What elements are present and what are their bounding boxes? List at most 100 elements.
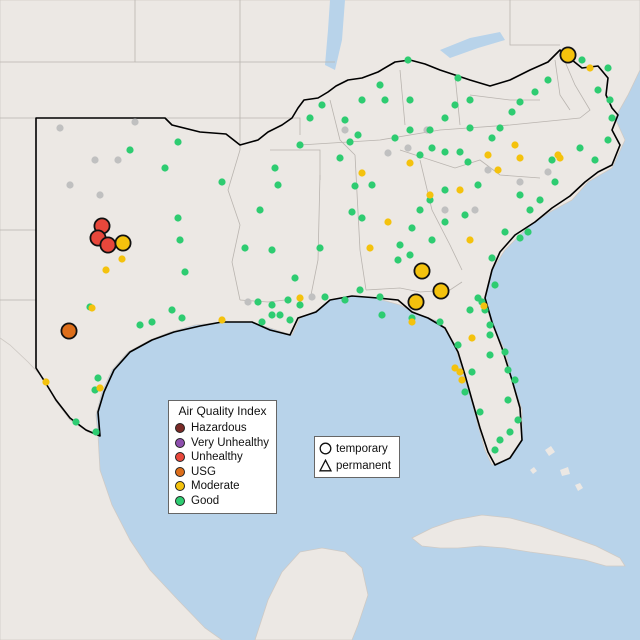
monitor-site-marker[interactable]	[456, 368, 464, 376]
monitor-site-marker[interactable]	[458, 376, 466, 384]
monitor-site-marker[interactable]	[511, 141, 519, 149]
monitor-site-marker[interactable]	[464, 158, 472, 166]
monitor-site-marker[interactable]	[176, 236, 184, 244]
monitor-site-marker[interactable]	[461, 211, 469, 219]
monitor-site-marker[interactable]	[428, 236, 436, 244]
monitor-site-marker[interactable]	[426, 126, 434, 134]
monitor-site-marker[interactable]	[404, 56, 412, 64]
monitor-site-marker[interactable]	[441, 148, 449, 156]
monitor-site-marker[interactable]	[486, 331, 494, 339]
monitor-site-marker[interactable]	[486, 321, 494, 329]
monitor-site-marker[interactable]	[404, 144, 412, 152]
monitor-site-marker[interactable]	[394, 256, 402, 264]
monitor-site-marker[interactable]	[508, 108, 516, 116]
monitor-site-marker[interactable]	[358, 96, 366, 104]
monitor-site-marker[interactable]	[408, 318, 416, 326]
monitor-site-marker[interactable]	[576, 144, 584, 152]
monitor-site-marker[interactable]	[384, 218, 392, 226]
monitor-site-marker[interactable]	[378, 311, 386, 319]
monitor-site-marker[interactable]	[114, 156, 122, 164]
monitor-site-marker[interactable]	[486, 351, 494, 359]
monitor-site-marker[interactable]	[451, 364, 459, 372]
temporary-site-marker[interactable]	[407, 293, 425, 311]
monitor-site-marker[interactable]	[436, 318, 444, 326]
monitor-site-marker[interactable]	[406, 126, 414, 134]
monitor-site-marker[interactable]	[161, 164, 169, 172]
monitor-site-marker[interactable]	[254, 298, 262, 306]
monitor-site-marker[interactable]	[604, 64, 612, 72]
monitor-site-marker[interactable]	[501, 348, 509, 356]
monitor-site-marker[interactable]	[308, 293, 316, 301]
monitor-site-marker[interactable]	[428, 144, 436, 152]
monitor-site-marker[interactable]	[466, 306, 474, 314]
monitor-site-marker[interactable]	[42, 378, 50, 386]
monitor-site-marker[interactable]	[174, 138, 182, 146]
monitor-site-marker[interactable]	[461, 388, 469, 396]
monitor-site-marker[interactable]	[466, 124, 474, 132]
monitor-site-marker[interactable]	[346, 138, 354, 146]
monitor-site-marker[interactable]	[92, 428, 100, 436]
monitor-site-marker[interactable]	[578, 56, 586, 64]
monitor-site-marker[interactable]	[501, 228, 509, 236]
monitor-site-marker[interactable]	[348, 208, 356, 216]
monitor-site-marker[interactable]	[258, 318, 266, 326]
monitor-site-marker[interactable]	[321, 293, 329, 301]
monitor-site-marker[interactable]	[341, 116, 349, 124]
monitor-site-marker[interactable]	[491, 446, 499, 454]
monitor-site-marker[interactable]	[118, 255, 126, 263]
monitor-site-marker[interactable]	[318, 101, 326, 109]
monitor-site-marker[interactable]	[506, 428, 514, 436]
monitor-site-marker[interactable]	[244, 298, 252, 306]
monitor-site-marker[interactable]	[376, 81, 384, 89]
monitor-site-marker[interactable]	[131, 118, 139, 126]
monitor-site-marker[interactable]	[491, 281, 499, 289]
monitor-site-marker[interactable]	[604, 136, 612, 144]
monitor-site-marker[interactable]	[454, 74, 462, 82]
monitor-site-marker[interactable]	[296, 294, 304, 302]
monitor-site-marker[interactable]	[384, 149, 392, 157]
monitor-site-marker[interactable]	[544, 168, 552, 176]
monitor-site-marker[interactable]	[306, 114, 314, 122]
monitor-site-marker[interactable]	[484, 151, 492, 159]
monitor-site-marker[interactable]	[468, 334, 476, 342]
monitor-site-marker[interactable]	[504, 396, 512, 404]
monitor-site-marker[interactable]	[136, 321, 144, 329]
monitor-site-marker[interactable]	[406, 96, 414, 104]
monitor-site-marker[interactable]	[608, 114, 616, 122]
monitor-site-marker[interactable]	[606, 96, 614, 104]
monitor-site-marker[interactable]	[488, 254, 496, 262]
monitor-site-marker[interactable]	[174, 214, 182, 222]
monitor-site-marker[interactable]	[426, 196, 434, 204]
monitor-site-marker[interactable]	[354, 131, 362, 139]
monitor-site-marker[interactable]	[296, 141, 304, 149]
monitor-site-marker[interactable]	[544, 76, 552, 84]
monitor-site-marker[interactable]	[168, 306, 176, 314]
monitor-site-marker[interactable]	[548, 156, 556, 164]
monitor-site-marker[interactable]	[441, 186, 449, 194]
monitor-site-marker[interactable]	[516, 98, 524, 106]
monitor-site-marker[interactable]	[296, 301, 304, 309]
monitor-site-marker[interactable]	[291, 274, 299, 282]
monitor-site-marker[interactable]	[511, 376, 519, 384]
monitor-site-marker[interactable]	[96, 384, 104, 392]
monitor-site-marker[interactable]	[66, 181, 74, 189]
monitor-site-marker[interactable]	[494, 166, 502, 174]
monitor-site-marker[interactable]	[178, 314, 186, 322]
monitor-site-marker[interactable]	[274, 181, 282, 189]
monitor-site-marker[interactable]	[466, 236, 474, 244]
monitor-site-marker[interactable]	[504, 366, 512, 374]
monitor-site-marker[interactable]	[516, 178, 524, 186]
monitor-site-marker[interactable]	[268, 311, 276, 319]
monitor-site-marker[interactable]	[381, 96, 389, 104]
monitor-site-marker[interactable]	[441, 114, 449, 122]
monitor-site-marker[interactable]	[351, 182, 359, 190]
monitor-site-marker[interactable]	[148, 318, 156, 326]
monitor-site-marker[interactable]	[484, 166, 492, 174]
monitor-site-marker[interactable]	[341, 296, 349, 304]
monitor-site-marker[interactable]	[441, 218, 449, 226]
monitor-site-marker[interactable]	[516, 191, 524, 199]
monitor-site-marker[interactable]	[56, 124, 64, 132]
monitor-site-marker[interactable]	[416, 206, 424, 214]
temporary-site-marker[interactable]	[559, 46, 577, 64]
